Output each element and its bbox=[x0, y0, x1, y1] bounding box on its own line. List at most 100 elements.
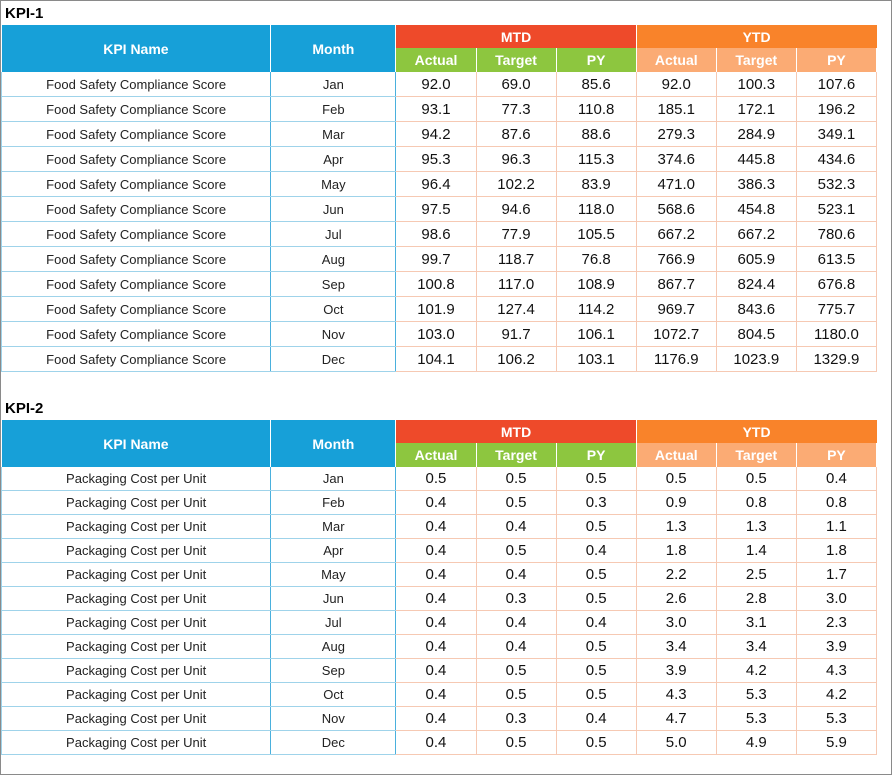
ytd-actual-cell[interactable]: 1072.7 bbox=[636, 321, 717, 347]
month-header[interactable]: Month bbox=[270, 25, 397, 72]
kpi-name-cell[interactable]: Packaging Cost per Unit bbox=[0, 467, 272, 491]
month-cell[interactable]: Feb bbox=[270, 96, 397, 122]
kpi-name-cell[interactable]: Food Safety Compliance Score bbox=[0, 346, 272, 372]
ytd-target-header[interactable]: Target bbox=[716, 48, 797, 72]
mtd-actual-cell[interactable]: 0.4 bbox=[395, 634, 477, 659]
ytd-target-cell[interactable]: 3.1 bbox=[716, 610, 797, 635]
ytd-actual-cell[interactable]: 766.9 bbox=[636, 246, 717, 272]
kpi-name-cell[interactable]: Packaging Cost per Unit bbox=[0, 730, 272, 755]
kpi-name-cell[interactable]: Packaging Cost per Unit bbox=[0, 682, 272, 707]
ytd-target-cell[interactable]: 0.8 bbox=[716, 490, 797, 515]
ytd-actual-cell[interactable]: 2.6 bbox=[636, 586, 717, 611]
mtd-py-cell[interactable]: 0.5 bbox=[556, 682, 637, 707]
mtd-py-cell[interactable]: 0.5 bbox=[556, 634, 637, 659]
ytd-actual-cell[interactable]: 667.2 bbox=[636, 221, 717, 247]
mtd-actual-header[interactable]: Actual bbox=[395, 48, 477, 72]
mtd-actual-cell[interactable]: 101.9 bbox=[395, 296, 477, 322]
month-cell[interactable]: Dec bbox=[270, 730, 397, 755]
mtd-target-cell[interactable]: 118.7 bbox=[476, 246, 557, 272]
ytd-py-cell[interactable]: 780.6 bbox=[796, 221, 878, 247]
kpi-name-cell[interactable]: Packaging Cost per Unit bbox=[0, 562, 272, 587]
ytd-target-cell[interactable]: 2.8 bbox=[716, 586, 797, 611]
ytd-target-cell[interactable]: 1.4 bbox=[716, 538, 797, 563]
mtd-actual-cell[interactable]: 0.4 bbox=[395, 610, 477, 635]
mtd-target-cell[interactable]: 87.6 bbox=[476, 121, 557, 147]
ytd-py-cell[interactable]: 196.2 bbox=[796, 96, 878, 122]
ytd-actual-cell[interactable]: 374.6 bbox=[636, 146, 717, 172]
mtd-target-cell[interactable]: 94.6 bbox=[476, 196, 557, 222]
ytd-target-cell[interactable]: 172.1 bbox=[716, 96, 797, 122]
ytd-py-cell[interactable]: 2.3 bbox=[796, 610, 878, 635]
ytd-target-cell[interactable]: 843.6 bbox=[716, 296, 797, 322]
ytd-actual-cell[interactable]: 3.4 bbox=[636, 634, 717, 659]
mtd-actual-cell[interactable]: 0.4 bbox=[395, 586, 477, 611]
kpi-name-cell[interactable]: Packaging Cost per Unit bbox=[0, 490, 272, 515]
ytd-py-cell[interactable]: 349.1 bbox=[796, 121, 878, 147]
month-cell[interactable]: Aug bbox=[270, 634, 397, 659]
ytd-actual-cell[interactable]: 2.2 bbox=[636, 562, 717, 587]
ytd-actual-cell[interactable]: 867.7 bbox=[636, 271, 717, 297]
ytd-py-cell[interactable]: 1.8 bbox=[796, 538, 878, 563]
mtd-py-cell[interactable]: 0.4 bbox=[556, 706, 637, 731]
mtd-actual-cell[interactable]: 0.4 bbox=[395, 706, 477, 731]
month-cell[interactable]: Oct bbox=[270, 682, 397, 707]
ytd-target-cell[interactable]: 1023.9 bbox=[716, 346, 797, 372]
mtd-actual-cell[interactable]: 104.1 bbox=[395, 346, 477, 372]
kpi-name-cell[interactable]: Packaging Cost per Unit bbox=[0, 610, 272, 635]
mtd-py-header[interactable]: PY bbox=[556, 48, 637, 72]
mtd-target-cell[interactable]: 77.9 bbox=[476, 221, 557, 247]
month-cell[interactable]: Apr bbox=[270, 146, 397, 172]
kpi-name-cell[interactable]: Food Safety Compliance Score bbox=[0, 221, 272, 247]
mtd-py-cell[interactable]: 105.5 bbox=[556, 221, 637, 247]
mtd-target-cell[interactable]: 96.3 bbox=[476, 146, 557, 172]
mtd-target-cell[interactable]: 102.2 bbox=[476, 171, 557, 197]
month-cell[interactable]: Aug bbox=[270, 246, 397, 272]
mtd-actual-cell[interactable]: 0.4 bbox=[395, 658, 477, 683]
ytd-py-cell[interactable]: 5.9 bbox=[796, 730, 878, 755]
mtd-target-cell[interactable]: 0.5 bbox=[476, 538, 557, 563]
kpi-name-cell[interactable]: Food Safety Compliance Score bbox=[0, 196, 272, 222]
month-cell[interactable]: Sep bbox=[270, 658, 397, 683]
ytd-actual-cell[interactable]: 3.0 bbox=[636, 610, 717, 635]
mtd-py-cell[interactable]: 0.3 bbox=[556, 490, 637, 515]
ytd-actual-cell[interactable]: 5.0 bbox=[636, 730, 717, 755]
mtd-actual-cell[interactable]: 97.5 bbox=[395, 196, 477, 222]
ytd-target-cell[interactable]: 5.3 bbox=[716, 706, 797, 731]
mtd-actual-cell[interactable]: 0.4 bbox=[395, 730, 477, 755]
mtd-py-cell[interactable]: 114.2 bbox=[556, 296, 637, 322]
ytd-actual-cell[interactable]: 568.6 bbox=[636, 196, 717, 222]
kpi-name-cell[interactable]: Food Safety Compliance Score bbox=[0, 296, 272, 322]
mtd-py-cell[interactable]: 103.1 bbox=[556, 346, 637, 372]
mtd-py-cell[interactable]: 0.4 bbox=[556, 538, 637, 563]
kpi-name-cell[interactable]: Food Safety Compliance Score bbox=[0, 96, 272, 122]
ytd-py-cell[interactable]: 0.8 bbox=[796, 490, 878, 515]
ytd-py-cell[interactable]: 676.8 bbox=[796, 271, 878, 297]
month-cell[interactable]: Jul bbox=[270, 610, 397, 635]
mtd-py-cell[interactable]: 108.9 bbox=[556, 271, 637, 297]
mtd-target-cell[interactable]: 0.5 bbox=[476, 730, 557, 755]
mtd-target-cell[interactable]: 106.2 bbox=[476, 346, 557, 372]
month-cell[interactable]: Jun bbox=[270, 196, 397, 222]
mtd-py-cell[interactable]: 110.8 bbox=[556, 96, 637, 122]
month-cell[interactable]: May bbox=[270, 171, 397, 197]
kpi-name-cell[interactable]: Food Safety Compliance Score bbox=[0, 121, 272, 147]
kpi-name-cell[interactable]: Packaging Cost per Unit bbox=[0, 706, 272, 731]
mtd-actual-cell[interactable]: 100.8 bbox=[395, 271, 477, 297]
ytd-target-cell[interactable]: 284.9 bbox=[716, 121, 797, 147]
mtd-actual-cell[interactable]: 0.5 bbox=[395, 467, 477, 491]
ytd-py-cell[interactable]: 434.6 bbox=[796, 146, 878, 172]
kpi-name-cell[interactable]: Packaging Cost per Unit bbox=[0, 514, 272, 539]
mtd-actual-cell[interactable]: 93.1 bbox=[395, 96, 477, 122]
mtd-py-cell[interactable]: 0.5 bbox=[556, 730, 637, 755]
ytd-actual-cell[interactable]: 4.3 bbox=[636, 682, 717, 707]
month-cell[interactable]: Nov bbox=[270, 321, 397, 347]
mtd-actual-cell[interactable]: 0.4 bbox=[395, 538, 477, 563]
month-cell[interactable]: Apr bbox=[270, 538, 397, 563]
ytd-target-cell[interactable]: 3.4 bbox=[716, 634, 797, 659]
mtd-py-cell[interactable]: 0.5 bbox=[556, 467, 637, 491]
kpi-name-cell[interactable]: Food Safety Compliance Score bbox=[0, 146, 272, 172]
mtd-target-cell[interactable]: 0.5 bbox=[476, 490, 557, 515]
month-cell[interactable]: May bbox=[270, 562, 397, 587]
mtd-actual-cell[interactable]: 98.6 bbox=[395, 221, 477, 247]
mtd-target-cell[interactable]: 0.4 bbox=[476, 562, 557, 587]
